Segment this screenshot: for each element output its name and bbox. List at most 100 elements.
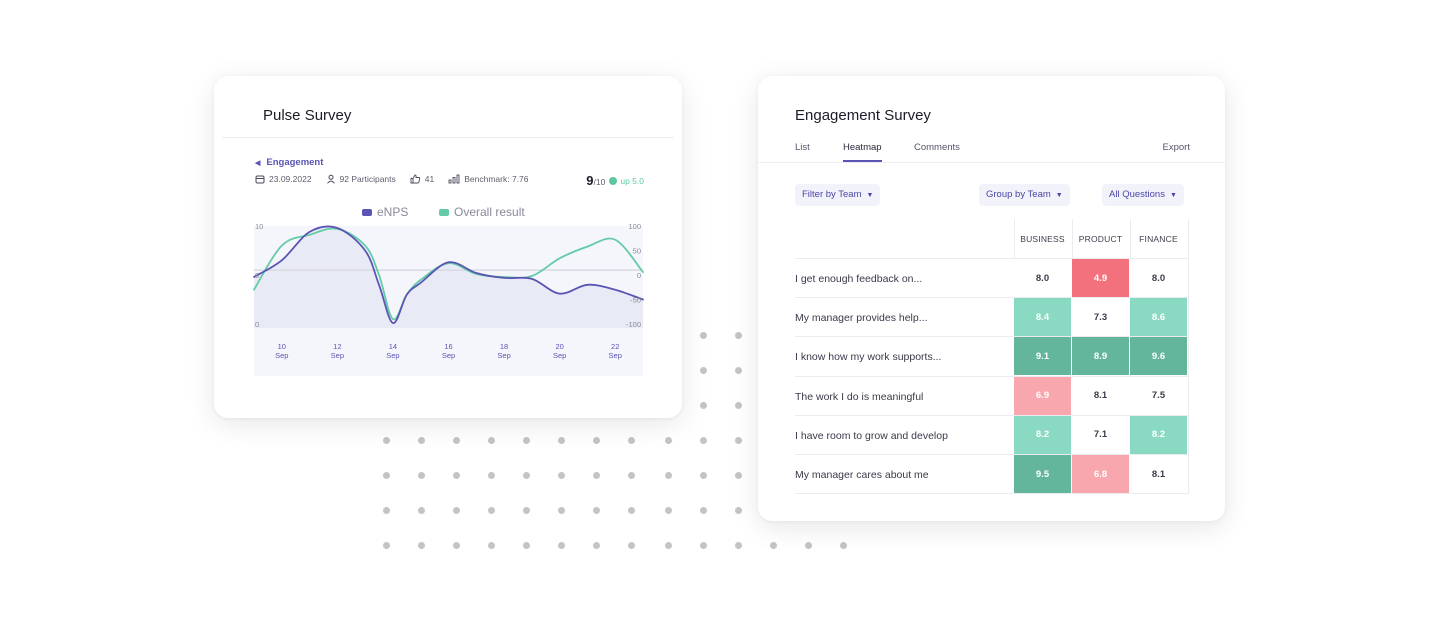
decorative-dot: [417, 541, 425, 549]
decorative-dot: [664, 471, 672, 479]
heatmap-column-header: BUSINESS: [1020, 234, 1065, 244]
decorative-dot: [592, 436, 600, 444]
heatmap-row-divider: [795, 493, 1189, 495]
tab-list[interactable]: List: [795, 142, 810, 153]
heatmap-cell[interactable]: 7.5: [1130, 376, 1187, 415]
score-suffix: /10: [593, 177, 606, 187]
decorative-dot: [734, 366, 742, 374]
decorative-dot: [769, 541, 777, 549]
decorative-dot: [592, 506, 600, 514]
heatmap-cell[interactable]: 9.1: [1014, 337, 1071, 376]
score-value: 9: [586, 173, 594, 188]
engagement-section-toggle[interactable]: ◀ Engagement: [255, 157, 323, 168]
decorative-dot: [734, 401, 742, 409]
y-right-tick: 50: [633, 247, 641, 256]
heatmap-cell[interactable]: 6.8: [1072, 455, 1129, 493]
tab-comments[interactable]: Comments: [914, 142, 960, 153]
heatmap-cell[interactable]: 8.6: [1130, 298, 1187, 337]
heatmap-cell[interactable]: 8.1: [1130, 455, 1187, 493]
decorative-dot: [592, 471, 600, 479]
x-tick-month: Sep: [609, 351, 622, 360]
group-by-team-label: Group by Team: [986, 189, 1051, 200]
pulse-divider: [222, 137, 674, 138]
heatmap-cell[interactable]: 4.9: [1072, 259, 1129, 297]
y-right-tick: 100: [628, 222, 641, 231]
likes-meta: 41: [410, 174, 434, 184]
heatmap-cell[interactable]: 8.0: [1014, 259, 1071, 297]
heatmap-column-header: PRODUCT: [1078, 234, 1123, 244]
decorative-dot: [699, 366, 707, 374]
x-tick-month: Sep: [442, 351, 455, 360]
all-questions-label: All Questions: [1109, 189, 1165, 200]
decorative-dot: [487, 541, 495, 549]
decorative-dot: [627, 436, 635, 444]
heatmap-cell[interactable]: 8.1: [1072, 376, 1129, 415]
x-tick-month: Sep: [275, 351, 288, 360]
filter-by-team-dropdown[interactable]: Filter by Team ▼: [795, 184, 881, 206]
decorative-dot: [522, 471, 530, 479]
heatmap-cell[interactable]: 7.3: [1072, 298, 1129, 337]
legend-label: Overall result: [454, 205, 525, 219]
y-right-tick: 0: [637, 271, 641, 280]
decorative-dot: [734, 331, 742, 339]
y-right-tick: -100: [626, 320, 641, 329]
y-left-tick: 5: [255, 271, 259, 280]
decorative-dot: [417, 506, 425, 514]
filter-by-team-label: Filter by Team: [802, 189, 862, 200]
caret-left-icon: ◀: [255, 159, 261, 167]
y-left-tick: 0: [255, 320, 259, 329]
heatmap-cell[interactable]: 8.2: [1014, 415, 1071, 454]
heatmap-cell[interactable]: 8.4: [1014, 298, 1071, 337]
y-left-tick: 10: [255, 222, 263, 231]
caret-down-icon: ▼: [1169, 192, 1177, 199]
decorative-dot: [382, 471, 390, 479]
survey-meta-row: 23.09.2022 92 Participants 41 Benchmark:…: [255, 174, 543, 184]
tab-heatmap[interactable]: Heatmap: [843, 142, 882, 162]
group-by-team-dropdown[interactable]: Group by Team ▼: [979, 184, 1070, 206]
export-button[interactable]: Export: [1162, 142, 1190, 153]
survey-date: 23.09.2022: [269, 174, 312, 184]
x-tick-day: 16: [444, 342, 452, 351]
heatmap-row-divider: [795, 454, 1189, 455]
benchmark-value: Benchmark: 7.76: [464, 174, 529, 184]
heatmap-row-divider: [795, 375, 1189, 377]
score-change-text: up 5.0: [620, 176, 644, 186]
benchmark-meta: Benchmark: 7.76: [448, 174, 529, 184]
decorative-dot: [734, 541, 742, 549]
decorative-dot: [522, 436, 530, 444]
decorative-dot: [699, 331, 707, 339]
heatmap-row-divider: [795, 336, 1189, 338]
date-meta: 23.09.2022: [255, 174, 312, 184]
all-questions-dropdown[interactable]: All Questions ▼: [1102, 184, 1184, 206]
heatmap-row-question: I get enough feedback on...: [795, 273, 923, 285]
x-tick-day: 20: [555, 342, 563, 351]
heatmap-cell[interactable]: 8.9: [1072, 337, 1129, 376]
heatmap-row-question: The work I do is meaningful: [795, 390, 924, 403]
heatmap-cell[interactable]: 8.0: [1130, 259, 1187, 297]
decorative-dot: [664, 541, 672, 549]
legend-swatch: [439, 209, 449, 216]
heatmap-cell[interactable]: 9.6: [1130, 337, 1187, 376]
engagement-section-label: Engagement: [266, 157, 324, 168]
decorative-dot: [522, 541, 530, 549]
caret-down-icon: ▼: [1055, 192, 1063, 199]
x-tick-month: Sep: [331, 351, 344, 360]
score-change: up 5.0: [609, 176, 644, 186]
heatmap-cell[interactable]: 8.2: [1130, 415, 1187, 454]
decorative-dot: [839, 541, 847, 549]
decorative-dot: [699, 401, 707, 409]
heatmap-row-divider: [795, 414, 1189, 416]
decorative-dot: [487, 436, 495, 444]
heatmap-cell[interactable]: 9.5: [1014, 455, 1071, 493]
decorative-dot: [452, 436, 460, 444]
heatmap-cell[interactable]: 7.1: [1072, 415, 1129, 454]
arrow-up-icon: [609, 177, 618, 185]
decorative-dot: [382, 506, 390, 514]
heatmap-grid-line: [1188, 219, 1189, 495]
heatmap-column-header: FINANCE: [1139, 234, 1178, 244]
heatmap-cell[interactable]: 6.9: [1014, 376, 1071, 415]
heatmap-row-question: My manager provides help...: [795, 312, 928, 325]
decorative-dot: [699, 436, 707, 444]
decorative-dot: [382, 541, 390, 549]
decorative-dot: [522, 506, 530, 514]
